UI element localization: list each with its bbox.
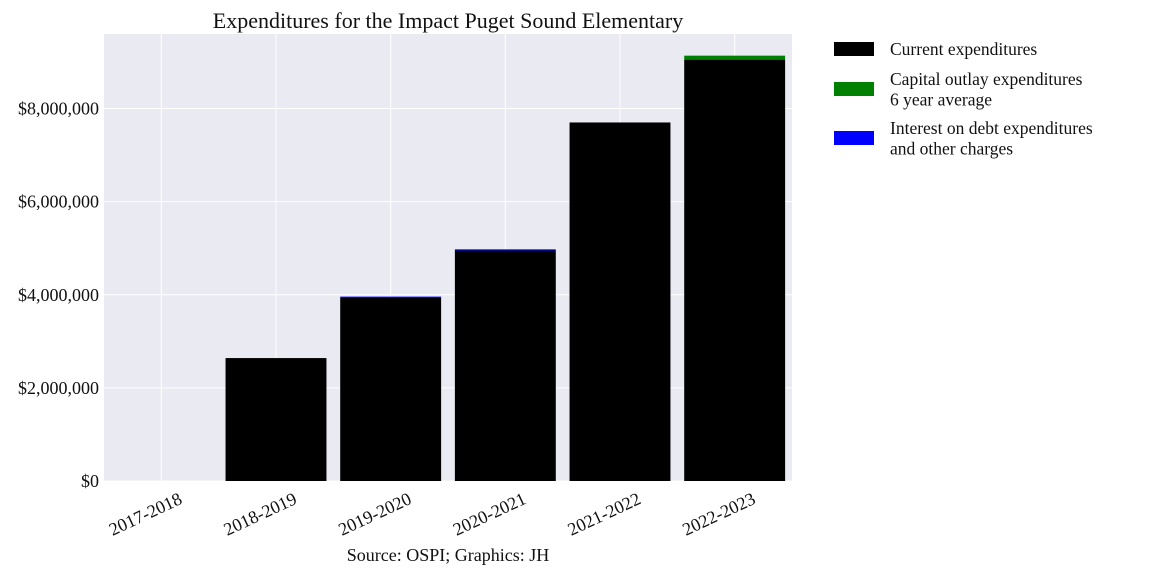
y-tick-label: $2,000,000 [18, 378, 99, 398]
bar-2018-2019-series-0 [225, 358, 327, 481]
legend-label-0: Current expenditures [890, 39, 1037, 59]
bar-2020-2021-series-2 [454, 249, 556, 251]
legend-label-2: Interest on debt expenditures and other c… [890, 118, 1093, 159]
bar-2020-2021-series-0 [454, 250, 556, 481]
y-tick-label: $0 [81, 471, 99, 491]
chart-title: Expenditures for the Impact Puget Sound … [213, 8, 683, 33]
y-tick-label: $6,000,000 [18, 192, 99, 212]
bar-2021-2022-series-0 [569, 122, 671, 481]
y-tick-label: $4,000,000 [18, 285, 99, 305]
legend-swatch-0 [834, 42, 874, 56]
legend-swatch-1 [834, 82, 874, 96]
bars-group [225, 55, 786, 481]
x-tick-label: 2022-2023 [679, 488, 758, 539]
legend: Current expenditures Capital outlay expen… [834, 39, 1093, 159]
x-tick-label: 2019-2020 [335, 488, 414, 539]
legend-label-1: Capital outlay expenditures 6 year averag… [890, 69, 1083, 110]
bar-2019-2020-series-0 [340, 298, 442, 481]
x-tick-label: 2017-2018 [106, 488, 185, 539]
x-tick-label: 2021-2022 [565, 488, 644, 539]
bar-2022-2023-series-1 [684, 55, 786, 60]
bar-2019-2020-series-2 [340, 296, 442, 299]
source-note: Source: OSPI; Graphics: JH [347, 545, 549, 565]
x-tick-label: 2020-2021 [450, 488, 529, 539]
y-axis: $0 $2,000,000 $4,000,000 $6,000,000 $8,000,0… [18, 99, 99, 492]
y-tick-label: $8,000,000 [18, 99, 99, 119]
x-axis: 2017-2018 2018-2019 2019-2020 2020-2021 2021… [106, 488, 758, 539]
x-tick-label: 2018-2019 [221, 488, 300, 539]
legend-swatch-2 [834, 131, 874, 145]
bar-2022-2023-series-0 [684, 59, 786, 481]
